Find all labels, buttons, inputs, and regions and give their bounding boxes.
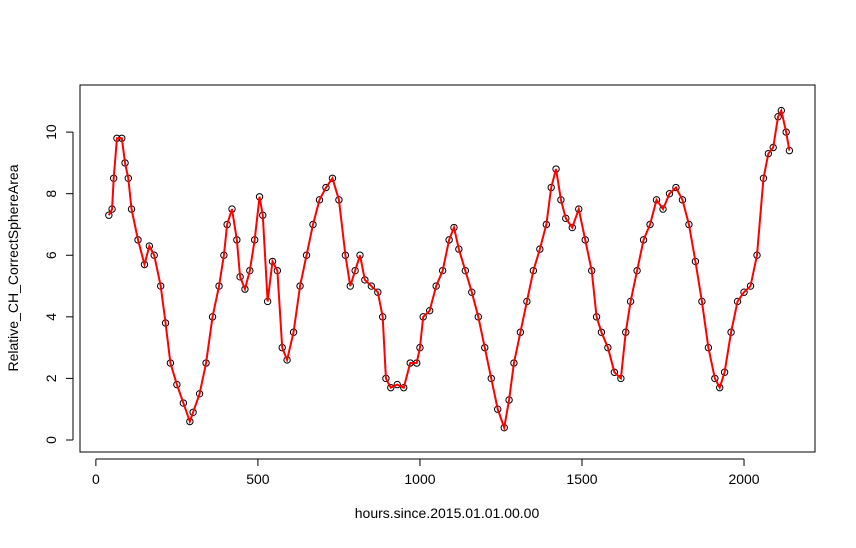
point	[322, 183, 330, 192]
y-tick-label: 4	[43, 313, 59, 321]
point	[665, 189, 674, 198]
x-tick-label: 2000	[728, 471, 759, 487]
point	[740, 288, 748, 296]
point	[568, 223, 576, 232]
x-axis-label: hours.since.2015.01.01.00.00	[355, 505, 540, 521]
point	[186, 417, 194, 426]
plot-box	[79, 84, 816, 453]
y-axis-label: Relative_CH_CorrectSphereArea	[5, 164, 21, 371]
point	[672, 183, 680, 192]
line	[107, 107, 791, 432]
point	[387, 383, 395, 392]
x-tick-label: 1000	[404, 471, 435, 487]
point	[393, 380, 401, 389]
y-tick-label: 0	[43, 436, 59, 444]
y-tick-label: 2	[43, 374, 59, 382]
point	[367, 282, 376, 290]
x-tick-label: 500	[246, 471, 270, 487]
point	[105, 211, 113, 219]
y-tick-label: 10	[43, 124, 59, 140]
y-tick-label: 6	[43, 251, 59, 259]
point	[189, 408, 197, 416]
point	[659, 205, 667, 213]
x-tick-label: 0	[92, 471, 100, 487]
x-tick-label: 1500	[566, 471, 597, 487]
point	[179, 399, 188, 407]
y-tick-label: 8	[43, 190, 59, 198]
